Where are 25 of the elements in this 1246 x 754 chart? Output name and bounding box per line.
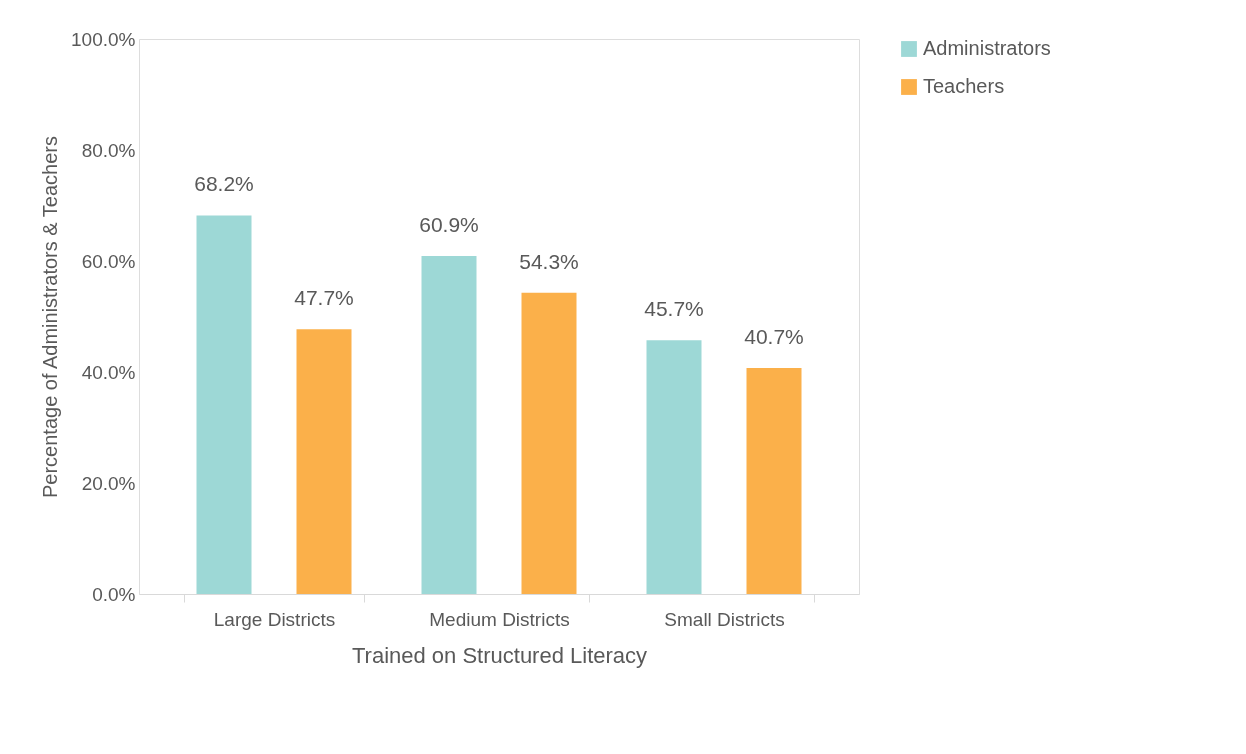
data-label: 54.3%: [519, 249, 579, 273]
y-tick-label: 60.0%: [81, 250, 136, 272]
y-tick-label: 20.0%: [81, 472, 136, 494]
bar: [646, 340, 702, 594]
bar: [196, 215, 252, 594]
x-axis-title: Trained on Structured Literacy: [351, 642, 648, 668]
legend-label: Administrators: [923, 37, 1051, 59]
x-tick-label: Medium Districts: [429, 608, 570, 630]
y-tick-label: 100.0%: [71, 28, 136, 50]
y-tick-label: 0.0%: [92, 583, 136, 605]
y-tick-label: 80.0%: [81, 139, 136, 161]
bar: [296, 329, 352, 594]
data-label: 45.7%: [644, 297, 704, 321]
x-tick-label: Small Districts: [664, 608, 785, 630]
y-tick-label: 40.0%: [81, 361, 136, 383]
legend-label: Teachers: [923, 75, 1005, 97]
data-label: 47.7%: [294, 286, 354, 310]
x-tick-label: Large Districts: [213, 608, 336, 630]
bar: [521, 292, 577, 594]
data-label: 68.2%: [194, 172, 254, 196]
bar: [746, 368, 802, 594]
data-label: 60.9%: [419, 213, 479, 237]
data-label: 40.7%: [744, 325, 804, 349]
y-axis-title: Percentage of Administrators & Teachers: [39, 135, 62, 499]
bar: [421, 256, 477, 594]
